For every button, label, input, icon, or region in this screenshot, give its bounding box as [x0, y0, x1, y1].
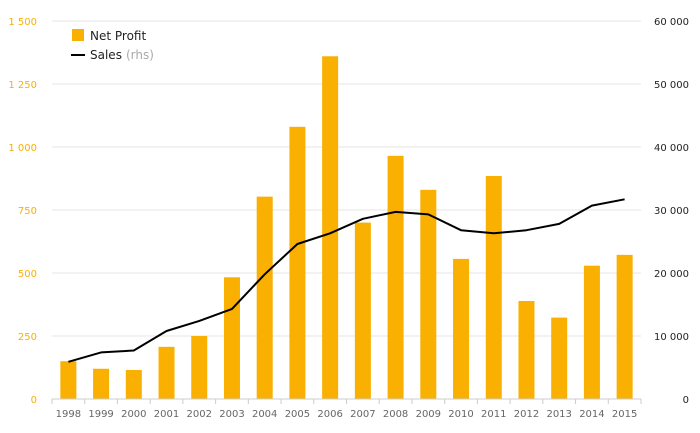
left-axis-tick-label: 750 — [18, 206, 37, 217]
x-axis-tick-label: 2010 — [448, 409, 473, 420]
right-axis-tick-label: 60 000 — [654, 17, 689, 28]
right-axis-tick-label: 20 000 — [654, 269, 689, 280]
bar-net-profit-2009 — [420, 189, 437, 399]
x-axis: 1998 1999 2000 2001 2002 2003 2004 2005 2006 2007… — [51, 398, 642, 420]
legend-label-sales-name: Sales — [90, 48, 122, 62]
x-axis-tick-label: 2001 — [154, 409, 179, 420]
x-axis-tick-label: 2007 — [350, 409, 375, 420]
left-axis-tick-label: 1 000 — [8, 143, 37, 154]
legend-label-net-profit: Net Profit — [90, 29, 146, 43]
legend-label-sales-suffix: (rhs) — [126, 48, 154, 62]
left-axis-tick-label: 250 — [18, 332, 37, 343]
right-axis-tick-label: 10 000 — [654, 332, 689, 343]
sales-line — [68, 198, 625, 363]
bar-net-profit-2011 — [485, 175, 502, 399]
right-axis-tick-label: 40 000 — [654, 143, 689, 154]
legend-swatch-net-profit — [72, 29, 84, 41]
bar-net-profit-2005 — [289, 126, 306, 399]
x-axis-tick-label: 2009 — [416, 409, 441, 420]
x-axis-tick-label: 2014 — [579, 409, 604, 420]
left-axis-tick-label: 0 — [31, 395, 37, 406]
bar-net-profit-2013 — [551, 317, 568, 399]
net-profit-bars — [60, 56, 633, 399]
legend-label-sales: Sales (rhs) — [90, 48, 154, 62]
sales-line-group — [68, 198, 625, 363]
bar-net-profit-2004 — [256, 196, 273, 399]
x-axis-tick-label: 2006 — [317, 409, 342, 420]
left-axis-tick-label: 1 250 — [8, 80, 37, 91]
bar-net-profit-2002 — [191, 336, 208, 399]
x-axis-tick-label: 2015 — [612, 409, 637, 420]
x-axis-tick-label: 2002 — [187, 409, 212, 420]
bar-net-profit-2015 — [616, 254, 633, 399]
x-axis-tick-label: 2011 — [481, 409, 506, 420]
bar-net-profit-2001 — [158, 346, 175, 399]
gridlines — [52, 20, 641, 337]
right-axis-tick-label: 50 000 — [654, 80, 689, 91]
x-axis-tick-label: 2012 — [514, 409, 539, 420]
bar-net-profit-2003 — [223, 277, 240, 399]
left-axis-tick-label: 500 — [18, 269, 37, 280]
left-axis-ticks: 0 250 500 750 1 000 1 250 1 500 — [8, 17, 37, 406]
x-axis-tick-label: 2003 — [219, 409, 244, 420]
legend: Net Profit Sales (rhs) — [71, 29, 154, 62]
right-axis-tick-label: 0 — [683, 395, 689, 406]
left-axis-tick-label: 1 500 — [8, 17, 37, 28]
bar-net-profit-1999 — [93, 368, 110, 399]
x-axis-tick-label: 2013 — [546, 409, 571, 420]
x-axis-tick-label: 1999 — [88, 409, 113, 420]
bar-net-profit-2014 — [583, 265, 600, 399]
right-axis-tick-label: 30 000 — [654, 206, 689, 217]
bar-net-profit-1998 — [60, 361, 77, 399]
bar-net-profit-2000 — [125, 370, 142, 399]
x-axis-tick-label: 2005 — [285, 409, 310, 420]
bar-net-profit-2008 — [387, 155, 404, 399]
right-axis-ticks: 0 10 000 20 000 30 000 40 000 50 000 60 000 — [654, 17, 689, 406]
bar-net-profit-2010 — [453, 258, 470, 399]
x-axis-tick-label: 2000 — [121, 409, 146, 420]
bar-net-profit-2006 — [322, 56, 339, 399]
x-axis-tick-label: 2004 — [252, 409, 277, 420]
bar-net-profit-2007 — [354, 222, 371, 399]
x-axis-tick-label: 2008 — [383, 409, 408, 420]
bar-net-profit-2012 — [518, 300, 535, 399]
x-axis-tick-label: 1998 — [56, 409, 81, 420]
